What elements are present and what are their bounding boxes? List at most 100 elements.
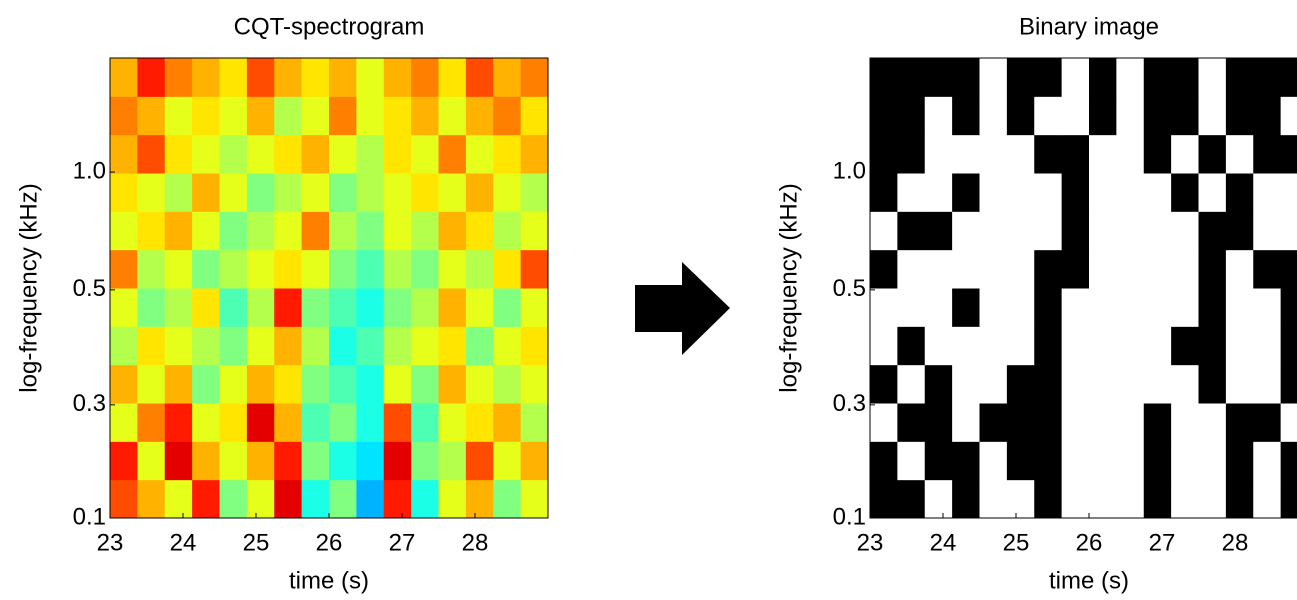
- cell: [356, 326, 385, 366]
- cell: [493, 326, 522, 366]
- cell: [979, 288, 1008, 327]
- cell: [329, 364, 357, 404]
- cell: [924, 211, 953, 251]
- cell: [383, 364, 412, 404]
- cell: [870, 134, 898, 174]
- cell: [329, 326, 357, 366]
- cell: [1034, 211, 1063, 251]
- cell: [411, 96, 439, 136]
- cell: [219, 364, 248, 404]
- cell: [493, 288, 522, 327]
- cell: [1253, 249, 1282, 289]
- cell: [411, 211, 439, 251]
- cell: [383, 134, 412, 174]
- cell: [274, 479, 303, 519]
- cell: [1280, 249, 1297, 289]
- cell: [438, 288, 467, 327]
- cell: [219, 173, 248, 212]
- cell: [383, 96, 412, 136]
- cell: [438, 173, 467, 212]
- cell: [493, 58, 522, 97]
- cell: [1225, 364, 1254, 404]
- x-axis-label: time (s): [1049, 567, 1129, 594]
- cell: [274, 134, 303, 174]
- cell: [1034, 58, 1063, 97]
- cell: [1171, 249, 1199, 289]
- cell: [1061, 288, 1090, 327]
- cell: [897, 403, 926, 442]
- cell: [356, 134, 385, 174]
- cell: [356, 441, 385, 481]
- cell: [1116, 96, 1145, 136]
- cell: [137, 134, 166, 174]
- cell: [952, 288, 980, 327]
- cell: [110, 173, 138, 212]
- cell: [493, 173, 522, 212]
- cell: [979, 211, 1008, 251]
- cell: [301, 441, 330, 481]
- cell: [356, 403, 385, 442]
- cell: [1225, 288, 1254, 327]
- cell: [1061, 441, 1090, 481]
- cell: [1253, 403, 1282, 442]
- cell: [164, 249, 193, 289]
- cell: [1089, 403, 1117, 442]
- cell: [110, 326, 138, 366]
- cell: [1143, 211, 1172, 251]
- cell: [246, 326, 275, 366]
- cell: [356, 173, 385, 212]
- cell: [192, 249, 220, 289]
- cell: [897, 364, 926, 404]
- cell: [1061, 364, 1090, 404]
- cell: [164, 288, 193, 327]
- cell: [897, 58, 926, 97]
- y-tick-label: 0.1: [833, 503, 866, 530]
- y-tick-label: 0.3: [833, 390, 866, 417]
- cell: [952, 134, 980, 174]
- cell: [1198, 211, 1227, 251]
- cell: [465, 479, 494, 519]
- cell: [493, 403, 522, 442]
- cell: [438, 211, 467, 251]
- cell: [1061, 96, 1090, 136]
- cell: [493, 134, 522, 174]
- cell: [1280, 58, 1297, 97]
- cell: [520, 364, 549, 404]
- cell: [1253, 211, 1282, 251]
- cell: [952, 364, 980, 404]
- cell: [192, 96, 220, 136]
- cell: [1006, 249, 1035, 289]
- cell: [274, 249, 303, 289]
- cell: [1171, 364, 1199, 404]
- cell: [137, 364, 166, 404]
- cell: [1280, 403, 1297, 442]
- cell: [1034, 403, 1063, 442]
- cell: [1253, 173, 1282, 212]
- cell: [1198, 403, 1227, 442]
- cell: [1225, 96, 1254, 136]
- cell: [1061, 479, 1090, 519]
- cell: [1143, 441, 1172, 481]
- cell: [870, 441, 898, 481]
- y-tick-label: 0.5: [833, 275, 866, 302]
- cell: [870, 211, 898, 251]
- cell: [1034, 441, 1063, 481]
- cell: [520, 96, 549, 136]
- cell: [979, 96, 1008, 136]
- cell: [924, 249, 953, 289]
- cell: [1089, 173, 1117, 212]
- x-tick-label: 23: [857, 529, 884, 556]
- cell: [520, 249, 549, 289]
- cell: [924, 364, 953, 404]
- cell: [164, 326, 193, 366]
- cell: [301, 173, 330, 212]
- cell: [192, 441, 220, 481]
- cell: [219, 134, 248, 174]
- cell: [924, 134, 953, 174]
- y-tick-label: 0.1: [73, 503, 106, 530]
- cell: [870, 58, 898, 97]
- cell: [301, 403, 330, 442]
- cell: [1225, 58, 1254, 97]
- cell: [356, 288, 385, 327]
